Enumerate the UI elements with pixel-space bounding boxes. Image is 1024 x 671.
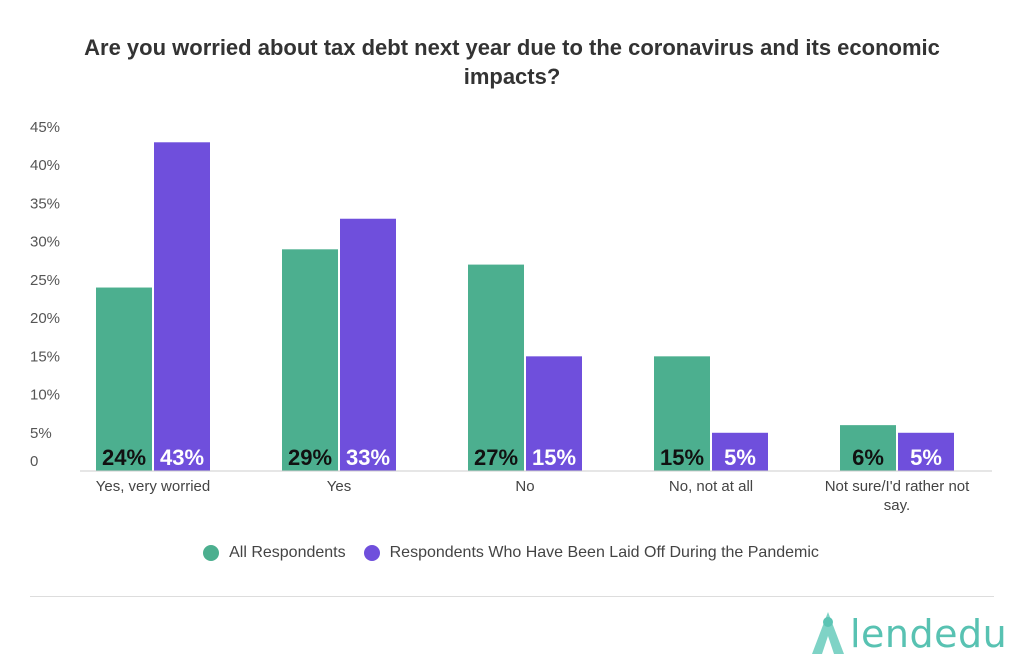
bar-all-respondents (96, 287, 152, 471)
x-tick-label: Yes, very worried (96, 478, 211, 495)
logo-mark-icon (812, 612, 844, 654)
logo-text: lendedu (850, 612, 1008, 656)
bar-all-respondents (654, 356, 710, 471)
legend-item-laid-off: Respondents Who Have Been Laid Off Durin… (363, 544, 819, 562)
bar-laid-off (526, 356, 582, 471)
data-label: 33% (346, 445, 390, 470)
bar-laid-off (898, 432, 954, 471)
bar-all-respondents (282, 249, 338, 471)
x-tick-label: Not sure/I'd rather not say. (825, 478, 970, 514)
legend-item-all-respondents: All Respondents (203, 544, 346, 562)
chart-title: Are you worried about tax debt next year… (84, 35, 940, 89)
data-label: 29% (288, 445, 332, 470)
data-label: 6% (852, 445, 884, 470)
y-tick-label: 15% (30, 348, 60, 365)
legend: All Respondents Respondents Who Have Bee… (0, 544, 1024, 562)
bar-laid-off (154, 142, 210, 472)
divider (30, 596, 994, 597)
data-label: 24% (102, 445, 146, 470)
data-label: 5% (724, 445, 756, 470)
data-label: 5% (910, 445, 942, 470)
data-label: 43% (160, 445, 204, 470)
bar-laid-off (712, 432, 768, 471)
bars: 24% 43% 29% 33% 27% 15% 15% 5% 6% 5% (96, 142, 954, 472)
data-label: 27% (474, 445, 518, 470)
y-tick-label: 35% (30, 195, 60, 212)
y-tick-label: 10% (30, 387, 60, 404)
x-tick-label: Yes (327, 478, 351, 495)
y-tick-label: 25% (30, 272, 60, 289)
y-tick-label: 45% (30, 119, 60, 136)
bar-all-respondents (468, 264, 524, 471)
y-tick-label: 40% (30, 157, 60, 174)
data-label: 15% (532, 445, 576, 470)
y-tick-label: 30% (30, 234, 60, 251)
bar-laid-off (340, 218, 396, 471)
lendedu-logo: lendedu (808, 610, 1007, 660)
y-tick-label: 20% (30, 310, 60, 327)
legend-label: All Respondents (229, 544, 346, 561)
legend-label: Respondents Who Have Been Laid Off Durin… (389, 544, 819, 561)
bar-chart: 0 5% 10% 15% 20% 25% 30% 35% 40% 45% 24% 43% 29% 33%… (30, 119, 992, 514)
x-tick-label: No (515, 478, 534, 495)
x-axis: Yes, very worried Yes No No, not at all Not … (96, 478, 970, 514)
y-tick-label: 0 (30, 453, 38, 470)
legend-swatch-green (203, 545, 220, 561)
legend-swatch-purple (363, 545, 380, 561)
y-axis: 0 5% 10% 15% 20% 25% 30% 35% 40% 45% (30, 119, 60, 470)
data-label: 15% (660, 445, 704, 470)
bar-all-respondents (840, 425, 896, 471)
y-tick-label: 5% (30, 425, 52, 442)
x-tick-label: No, not at all (669, 478, 753, 495)
